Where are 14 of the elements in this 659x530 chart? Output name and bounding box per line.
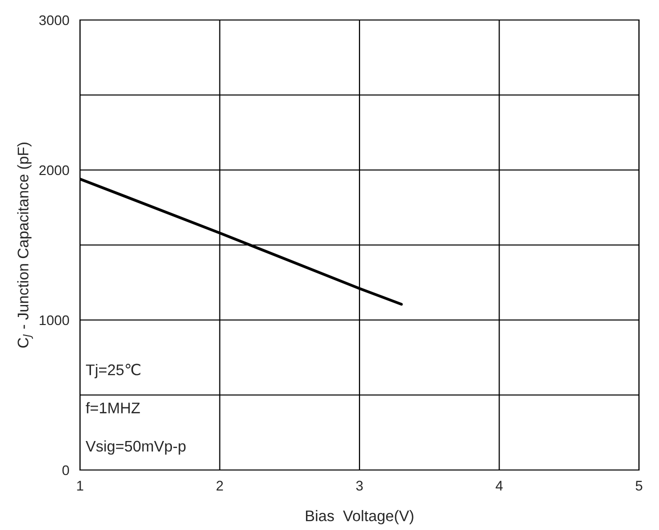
x-tick-label: 3 bbox=[356, 480, 363, 491]
x-tick-label: 5 bbox=[636, 480, 642, 491]
y-tick-label: 2000 bbox=[39, 165, 70, 176]
x-tick-label: 2 bbox=[216, 480, 223, 490]
annotation: Tj=25℃ bbox=[86, 364, 140, 378]
y-tick-label: 0 bbox=[62, 465, 70, 476]
y-tick-label: 1000 bbox=[40, 315, 70, 326]
annotation: f=1MHZ bbox=[86, 402, 140, 414]
x-tick-label: 1 bbox=[77, 480, 84, 490]
x-axis-title: Bias Voltage(V) bbox=[306, 510, 414, 524]
y-axis-title: C$_{J}$ - Junction Capacitance (pF) bbox=[17, 142, 33, 348]
annotation: Vsig=50mVp-p bbox=[86, 440, 186, 455]
x-tick-label: 4 bbox=[496, 480, 503, 490]
y-tick-label: 3000 bbox=[39, 15, 70, 26]
